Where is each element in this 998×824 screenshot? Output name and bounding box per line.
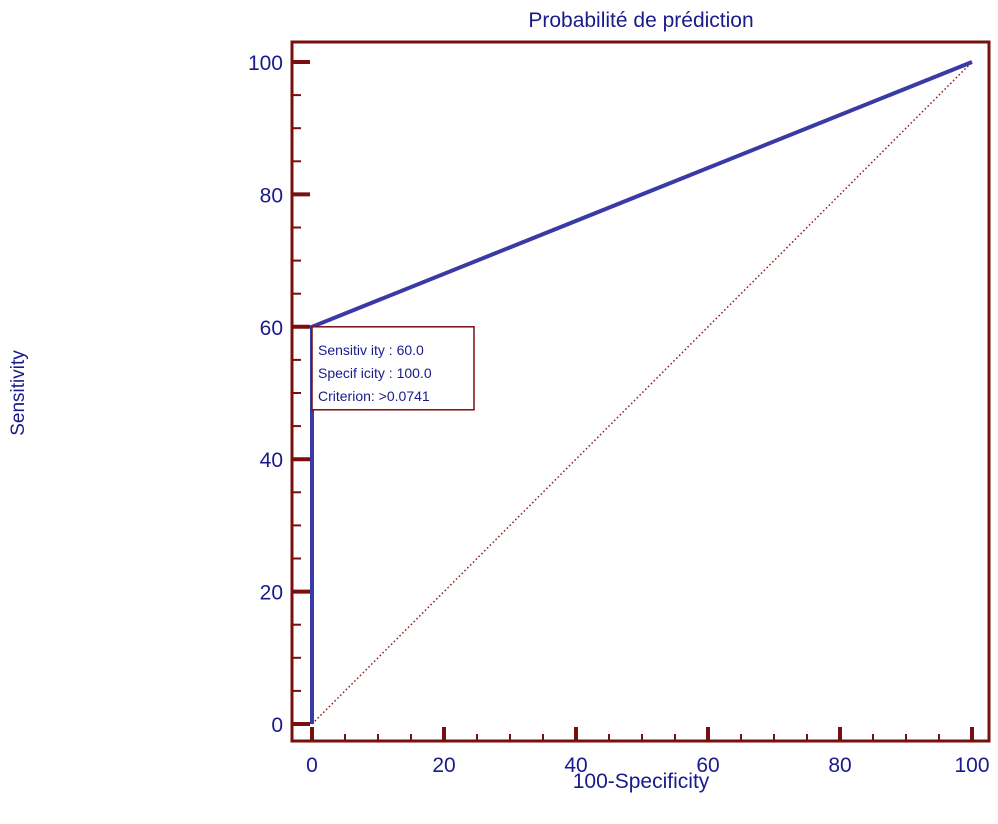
chart-title: Probabilité de prédiction: [528, 9, 753, 32]
annotation-box: [311, 326, 475, 411]
annotation-sensitivity: Sensitiv ity : 60.0: [318, 342, 424, 358]
y-tick-label: 0: [271, 714, 283, 737]
x-tick-label: 40: [564, 754, 587, 777]
annotation-specificity: Specif icity : 100.0: [318, 365, 432, 381]
criterion-annotation: Sensitiv ity : 60.0 Specif icity : 100.0…: [311, 326, 475, 411]
y-tick-label: 60: [260, 317, 283, 340]
y-tick-label: 40: [260, 449, 283, 472]
y-tick-label: 100: [248, 52, 283, 75]
y-tick-label: 20: [260, 582, 283, 605]
y-axis-label: Sensitivity: [8, 350, 29, 436]
plot-frame: [290, 40, 991, 743]
x-tick-label: 60: [696, 754, 719, 777]
y-tick-label: 80: [260, 184, 283, 207]
x-axis-label: 100-Specificity: [573, 770, 710, 793]
x-axis-ticks: 0 20 40 60 80 100: [306, 727, 990, 777]
x-tick-label: 80: [828, 754, 851, 777]
y-axis-ticks: 0 20 40 60 80 100: [248, 52, 310, 737]
x-tick-label: 0: [306, 754, 318, 777]
x-tick-label: 100: [954, 754, 989, 777]
annotation-criterion: Criterion: >0.0741: [318, 388, 430, 404]
x-tick-label: 20: [432, 754, 455, 777]
